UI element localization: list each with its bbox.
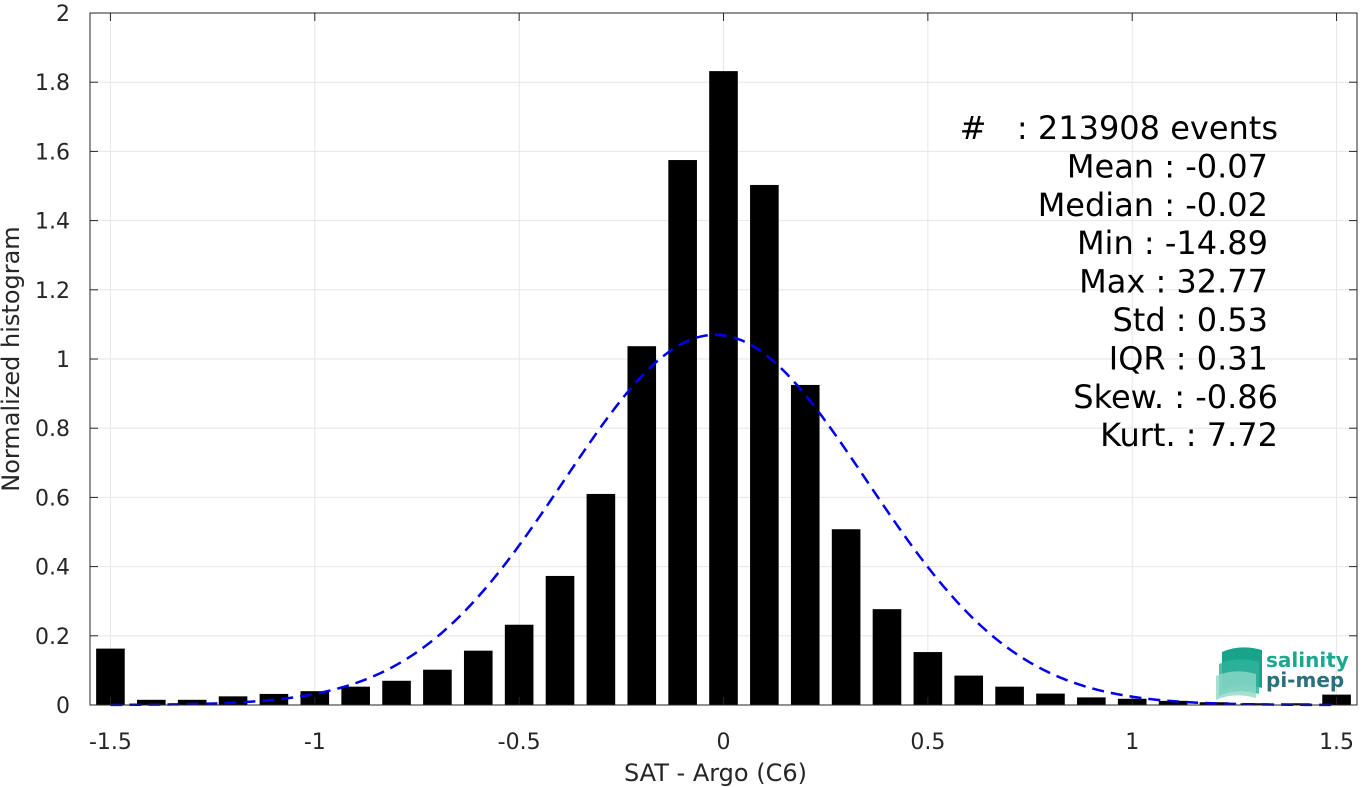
histogram-bar — [668, 160, 697, 706]
x-tick-label: 0 — [717, 730, 731, 755]
wave-icon — [1216, 647, 1262, 700]
stat-line: Min : -14.89 — [1077, 224, 1268, 262]
stat-line: Kurt. : 7.72 — [1100, 416, 1278, 454]
x-tick-label: 1 — [1125, 730, 1139, 755]
histogram-bar — [954, 675, 984, 705]
histogram-bar — [1158, 700, 1188, 705]
y-tick-label: 2 — [56, 2, 70, 27]
stat-line: Median : -0.02 — [1038, 186, 1268, 224]
x-tick-label: -0.5 — [498, 730, 541, 755]
salinity-pi-mep-logo: salinity pi-mep — [1216, 647, 1349, 700]
gaussian-fit-curve — [110, 333, 1337, 707]
y-tick-label: 0.8 — [35, 417, 70, 442]
y-tick-label: 0.2 — [35, 625, 70, 650]
y-tick-label: 1.6 — [35, 140, 70, 165]
histogram-bar — [382, 680, 411, 705]
y-tick-label: 1.4 — [35, 210, 70, 235]
histogram-bar — [504, 624, 534, 705]
stat-line: IQR : 0.31 — [1109, 339, 1268, 377]
x-axis-ticks: -1.5 -1 -0.5 0 0.5 1 1.5 — [89, 13, 1354, 755]
histogram-bar — [137, 699, 166, 705]
x-tick-label: -1 — [304, 730, 326, 755]
stat-line: Std : 0.53 — [1112, 301, 1268, 339]
histogram-bar — [545, 575, 575, 705]
histogram-bar — [341, 686, 370, 705]
histogram-bar — [1036, 693, 1065, 705]
histogram-bar — [872, 609, 902, 705]
x-axis-label: SAT - Argo (C6) — [624, 759, 807, 787]
y-tick-label: 1 — [56, 348, 70, 373]
histogram-bar — [423, 669, 452, 705]
stat-line: Skew. : -0.86 — [1073, 378, 1278, 416]
histogram-bar — [218, 696, 248, 705]
histogram-bar — [463, 650, 493, 705]
y-tick-label: 0.6 — [35, 486, 70, 511]
logo-text-salinity: salinity — [1266, 648, 1349, 672]
histogram-bar — [995, 686, 1024, 705]
y-tick-label: 0.4 — [35, 556, 70, 581]
logo-text-pi-mep: pi-mep — [1266, 668, 1344, 692]
y-tick-label: 0 — [56, 694, 70, 719]
histogram-bar — [1077, 697, 1106, 705]
stat-line: # : 213908 events — [960, 109, 1278, 147]
x-tick-label: -1.5 — [89, 730, 132, 755]
histogram-bar — [627, 346, 657, 705]
histogram-bar — [709, 71, 738, 706]
y-axis-label: Normalized histogram — [0, 226, 25, 491]
histogram-bar — [1281, 703, 1310, 705]
histogram-bar — [790, 384, 820, 705]
y-tick-label: 1.8 — [35, 71, 70, 96]
histogram-bar — [750, 184, 779, 705]
x-tick-label: 0.5 — [910, 730, 945, 755]
histogram-bar — [177, 699, 207, 705]
histogram-bar — [913, 652, 943, 705]
stat-line: Mean : -0.07 — [1067, 147, 1268, 185]
y-axis-ticks: 0 0.2 0.4 0.6 0.8 1 1.2 1.4 1.6 1.8 2 — [35, 2, 1357, 719]
stat-line: Max : 32.77 — [1079, 263, 1268, 301]
x-tick-label: 1.5 — [1319, 730, 1354, 755]
y-tick-label: 1.2 — [35, 279, 70, 304]
histogram-bar — [586, 493, 616, 705]
histogram-bar — [831, 529, 861, 705]
histogram-bar — [96, 648, 125, 705]
